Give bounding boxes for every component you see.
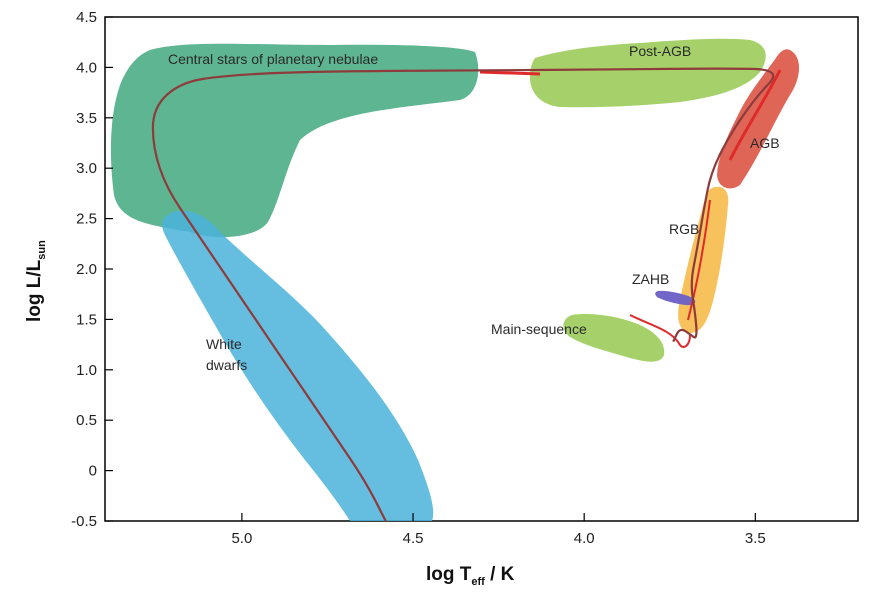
region-agb xyxy=(717,49,800,189)
label-main-sequence: Main-sequence xyxy=(491,321,587,337)
track-highlight-post-agb xyxy=(479,70,541,76)
region-rgb xyxy=(678,186,729,333)
y-tick-label: 1.0 xyxy=(76,362,97,379)
label-white-dwarfs-1: White xyxy=(206,336,242,352)
x-tick-label: 3.5 xyxy=(745,530,766,547)
label-zahb: ZAHB xyxy=(632,271,669,287)
y-tick-label: 4.5 xyxy=(76,9,97,26)
y-tick-label: 4.0 xyxy=(76,59,97,76)
x-tick-label: 4.0 xyxy=(574,530,595,547)
regions xyxy=(110,38,800,522)
track-highlight-agb xyxy=(728,69,782,161)
y-tick-label: 2.5 xyxy=(76,211,97,228)
label-white-dwarfs-2: dwarfs xyxy=(206,357,247,373)
label-agb: AGB xyxy=(750,135,780,151)
region-main-sequence xyxy=(563,314,665,362)
track-highlights xyxy=(479,69,782,348)
y-tick-label: 3.5 xyxy=(76,110,97,127)
evolutionary-track xyxy=(151,67,775,522)
x-axis-title-sub: eff xyxy=(471,576,485,588)
region-cspn xyxy=(110,43,479,238)
x-tick-label: 5.0 xyxy=(231,530,252,547)
y-tick-label: 0 xyxy=(89,463,97,480)
y-axis-title-main: log L/L xyxy=(24,259,45,322)
x-axis-title-tail: / K xyxy=(485,564,515,585)
y-axis: -0.5 0 0.5 1.0 1.5 2.0 2.5 3.0 3.5 4.0 4.5 xyxy=(71,9,113,530)
y-tick-label: 1.5 xyxy=(76,311,97,328)
label-post-agb: Post-AGB xyxy=(629,43,691,59)
y-tick-label: 2.0 xyxy=(76,261,97,278)
x-axis-title: log Teff / K xyxy=(426,564,515,588)
x-tick-label: 4.5 xyxy=(403,530,424,547)
label-cspn: Central stars of planetary nebulae xyxy=(168,51,378,67)
track-highlight-rgb xyxy=(687,199,711,321)
region-white-dwarfs xyxy=(162,210,434,522)
label-rgb: RGB xyxy=(669,221,699,237)
y-tick-label: 3.0 xyxy=(76,160,97,177)
y-tick-label: 0.5 xyxy=(76,412,97,429)
x-axis-title-main: log T xyxy=(426,564,472,585)
x-axis: 5.0 4.5 4.0 3.5 xyxy=(231,513,766,547)
y-axis-title-sub: sun xyxy=(36,240,48,260)
region-zahb xyxy=(655,290,696,306)
region-labels: Central stars of planetary nebulae White… xyxy=(168,43,780,373)
region-post-agb xyxy=(530,38,766,108)
y-axis-title: log L/Lsun xyxy=(24,240,48,322)
track-highlight-ms xyxy=(629,314,691,348)
y-tick-label: -0.5 xyxy=(71,513,97,530)
